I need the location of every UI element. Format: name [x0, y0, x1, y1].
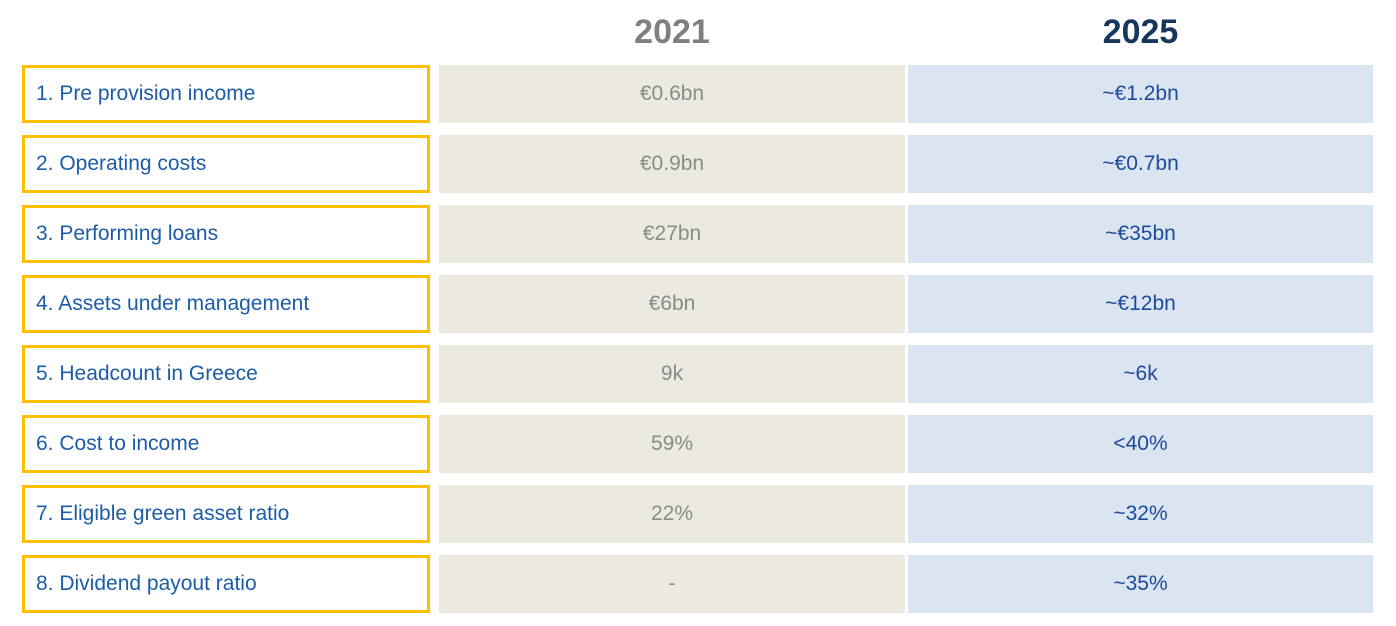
metric-label-box: 4. Assets under management	[22, 275, 430, 333]
value-2025-cell: ~€1.2bn	[908, 65, 1373, 123]
metric-label: 5. Headcount in Greece	[36, 362, 258, 386]
metric-label: 1. Pre provision income	[36, 82, 256, 106]
table-row: 7. Eligible green asset ratio 22% ~32%	[0, 485, 1396, 543]
metric-label: 3. Performing loans	[36, 222, 219, 246]
metric-label-box: 3. Performing loans	[22, 205, 430, 263]
metric-label-box: 1. Pre provision income	[22, 65, 430, 123]
value-2021-cell: -	[439, 555, 905, 613]
value-2021-cell: €0.6bn	[439, 65, 905, 123]
value-2021-cell: 22%	[439, 485, 905, 543]
table-row: 6. Cost to income 59% <40%	[0, 415, 1396, 473]
value-2025-cell: ~€12bn	[908, 275, 1373, 333]
table-header: 2021 2025	[0, 0, 1396, 65]
table-row: 5. Headcount in Greece 9k ~6k	[0, 345, 1396, 403]
metric-label: 4. Assets under management	[36, 292, 310, 316]
value-2025-cell: ~35%	[908, 555, 1373, 613]
value-2025-cell: <40%	[908, 415, 1373, 473]
metric-label-box: 5. Headcount in Greece	[22, 345, 430, 403]
value-2025-cell: ~€35bn	[908, 205, 1373, 263]
value-2021-cell: €6bn	[439, 275, 905, 333]
metric-label-box: 2. Operating costs	[22, 135, 430, 193]
table-row: 1. Pre provision income €0.6bn ~€1.2bn	[0, 65, 1396, 123]
table-row: 4. Assets under management €6bn ~€12bn	[0, 275, 1396, 333]
value-2021-cell: 9k	[439, 345, 905, 403]
metric-label: 6. Cost to income	[36, 432, 200, 456]
table-row: 8. Dividend payout ratio - ~35%	[0, 555, 1396, 613]
metric-label-box: 7. Eligible green asset ratio	[22, 485, 430, 543]
value-2021-cell: €27bn	[439, 205, 905, 263]
table-row: 2. Operating costs €0.9bn ~€0.7bn	[0, 135, 1396, 193]
value-2025-cell: ~€0.7bn	[908, 135, 1373, 193]
value-2021-cell: €0.9bn	[439, 135, 905, 193]
header-year-2021: 2021	[634, 13, 710, 51]
value-2025-cell: ~6k	[908, 345, 1373, 403]
header-year-2025: 2025	[1102, 13, 1179, 51]
metric-label-box: 8. Dividend payout ratio	[22, 555, 430, 613]
metric-label: 8. Dividend payout ratio	[36, 572, 257, 596]
value-2021-cell: 59%	[439, 415, 905, 473]
metric-label: 2. Operating costs	[36, 152, 207, 176]
value-2025-cell: ~32%	[908, 485, 1373, 543]
table-row: 3. Performing loans €27bn ~€35bn	[0, 205, 1396, 263]
metric-label: 7. Eligible green asset ratio	[36, 502, 290, 526]
metric-label-box: 6. Cost to income	[22, 415, 430, 473]
